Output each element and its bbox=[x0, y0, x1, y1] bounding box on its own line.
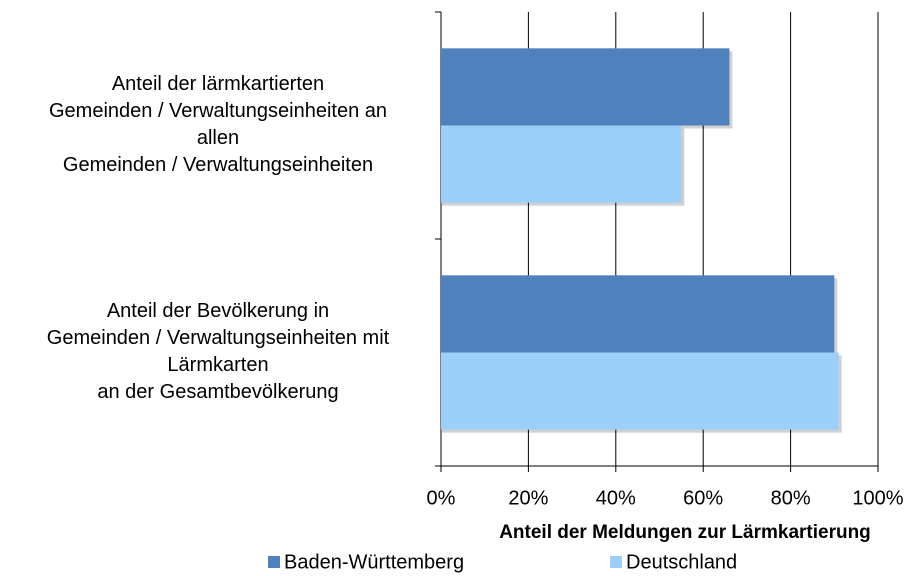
legend-label: Deutschland bbox=[626, 551, 737, 573]
label-line: Gemeinden / Verwaltungseinheiten an bbox=[49, 100, 387, 122]
bar bbox=[441, 125, 682, 203]
x-tick-label: 60% bbox=[683, 487, 723, 509]
label-line: Gemeinden / Verwaltungseinheiten bbox=[63, 154, 373, 176]
label-line: Anteil der lärmkartierten bbox=[112, 73, 324, 95]
bar bbox=[441, 48, 730, 126]
y-tick-label: Anteil der lärmkartierten Gemeinden / Ver… bbox=[49, 73, 387, 176]
bar bbox=[441, 275, 835, 353]
label-line: allen bbox=[197, 127, 239, 149]
x-axis-title: Anteil der Meldungen zur Lärmkartierung bbox=[499, 522, 871, 543]
x-tick-label: 80% bbox=[771, 487, 811, 509]
x-tick-label: 40% bbox=[596, 487, 636, 509]
label-line: Lärmkarten bbox=[167, 354, 268, 376]
label-line: Anteil der Bevölkerung in bbox=[107, 300, 329, 322]
y-tick-label: Anteil der Bevölkerung in Gemeinden / Ver… bbox=[47, 300, 390, 403]
legend-swatch bbox=[268, 556, 280, 568]
x-tick-label: 100% bbox=[852, 487, 903, 509]
x-tick-label: 20% bbox=[508, 487, 548, 509]
label-line: Gemeinden / Verwaltungseinheiten mit bbox=[47, 327, 390, 349]
x-tick-label: 0% bbox=[427, 487, 456, 509]
legend-swatch bbox=[610, 556, 622, 568]
bar bbox=[441, 352, 839, 430]
legend-label: Baden-Württemberg bbox=[284, 551, 464, 573]
label-line: an der Gesamtbevölkerung bbox=[97, 381, 338, 403]
